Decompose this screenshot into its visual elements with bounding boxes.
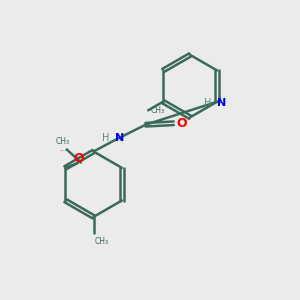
Text: H: H <box>102 133 109 143</box>
Text: CH₃: CH₃ <box>56 137 70 146</box>
Text: N: N <box>115 133 124 143</box>
Text: H: H <box>204 98 212 108</box>
Text: N: N <box>217 98 226 108</box>
Text: CH₃: CH₃ <box>151 106 165 115</box>
Text: methoxy: methoxy <box>61 149 67 151</box>
Text: O: O <box>176 117 187 130</box>
Text: O: O <box>73 152 84 165</box>
Text: CH₃: CH₃ <box>95 237 109 246</box>
